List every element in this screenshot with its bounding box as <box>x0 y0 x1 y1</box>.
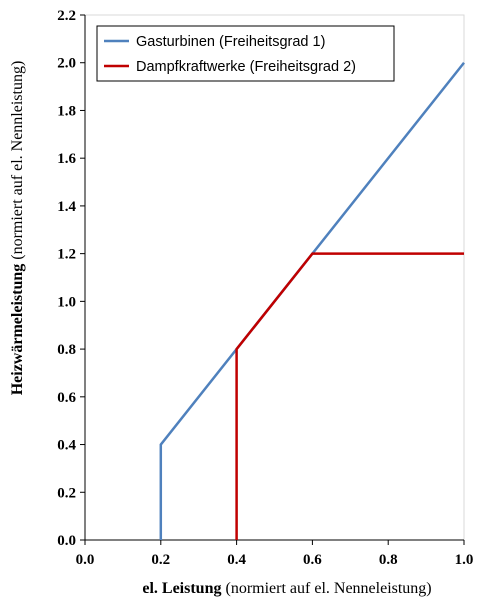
x-axis-label-bold: el. Leistung <box>142 580 221 597</box>
x-tick-label: 0.6 <box>303 552 322 568</box>
x-tick-label: 0.0 <box>76 552 95 568</box>
x-axis-label: el. Leistung (normiert auf el. Nenneleis… <box>142 580 431 597</box>
legend-box <box>96 25 395 82</box>
y-tick-label: 1.4 <box>57 199 76 215</box>
plot-area <box>84 14 465 541</box>
y-tick-label: 1.0 <box>57 294 76 310</box>
x-tick-label: 1.0 <box>455 552 474 568</box>
plot-border <box>84 14 465 541</box>
y-axis-label: Heizwärmeleistung (normiert auf el. Nenn… <box>9 61 26 396</box>
x-axis-ticks: 0.0 0.2 0.4 0.6 0.8 1.0 <box>76 540 474 568</box>
x-axis-label-normal: (normiert auf el. Nenneleistung) <box>221 580 431 597</box>
y-tick-label: 1.2 <box>57 247 76 263</box>
y-tick-label: 0.6 <box>57 390 76 406</box>
y-tick-label: 0.8 <box>57 342 76 358</box>
series-line-dampfkraftwerke <box>235 252 464 540</box>
y-tick-label: 0.0 <box>57 533 76 549</box>
x-tick-label: 0.2 <box>151 552 170 568</box>
x-tick-label: 0.4 <box>227 552 246 568</box>
y-axis-label-normal: (normiert auf el. Nennleistung) <box>9 61 26 264</box>
y-axis-ticks: 0.0 0.2 0.4 0.6 0.8 1.0 1.2 1.4 1.6 1.8 2.0 2.2 <box>57 8 85 549</box>
y-tick-label: 1.8 <box>57 103 76 119</box>
legend: Gasturbinen (Freiheitsgrad 1) Dampfkraft… <box>96 25 395 82</box>
legend-label-gasturbinen: Gasturbinen (Freiheitsgrad 1) <box>136 34 325 50</box>
y-tick-label: 1.6 <box>57 151 76 167</box>
y-tick-label: 0.2 <box>57 485 76 501</box>
y-tick-label: 0.4 <box>57 438 76 454</box>
series-line-gasturbinen <box>159 61 465 540</box>
series-lines <box>159 61 465 540</box>
y-tick-label: 2.0 <box>57 56 76 72</box>
x-tick-label: 0.8 <box>379 552 398 568</box>
y-tick-label: 2.2 <box>57 8 76 24</box>
legend-label-dampfkraftwerke: Dampfkraftwerke (Freiheitsgrad 2) <box>136 59 356 75</box>
y-axis-label-bold: Heizwärmeleistung <box>9 264 26 396</box>
